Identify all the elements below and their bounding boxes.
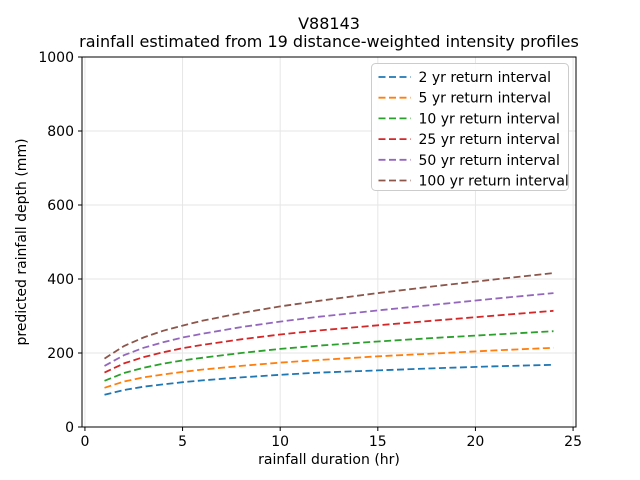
y-tick-label: 1000: [38, 50, 74, 66]
legend: 2 yr return interval 5 yr return interval…: [371, 63, 569, 191]
series-layer: [104, 272, 554, 396]
x-tick-label: 15: [369, 434, 387, 450]
series-line-25yr: [104, 309, 554, 374]
y-tick-label: 800: [47, 124, 74, 140]
series-line-10yr: [104, 330, 554, 382]
series-line-2yr: [104, 363, 554, 396]
x-tick-label: 20: [467, 434, 485, 450]
axes-spines: [81, 56, 577, 428]
x-axis-label: rainfall duration (hr): [258, 452, 400, 468]
chart-title-line1: V88143: [298, 14, 360, 33]
tick-layer: 0 5 10 15 20 25 0 200 400 600 800 1000: [38, 50, 582, 450]
x-tick-label: 10: [271, 434, 289, 450]
y-axis-label: predicted rainfall depth (mm): [14, 138, 30, 345]
x-tick-label: 0: [80, 434, 89, 450]
axes-layer: [81, 56, 577, 428]
y-tick-label: 200: [47, 346, 74, 362]
y-tick-label: 400: [47, 272, 74, 288]
legend-entry-label: 50 yr return interval: [419, 153, 560, 169]
legend-box: [371, 63, 569, 191]
y-tick-label: 0: [65, 420, 74, 436]
legend-entry-label: 10 yr return interval: [419, 111, 560, 127]
series-line-100yr: [104, 272, 554, 360]
series-line-5yr: [104, 346, 554, 389]
series-line-50yr: [104, 292, 554, 367]
x-tick-label: 5: [178, 434, 187, 450]
chart-title-line2: rainfall estimated from 19 distance-weig…: [79, 32, 579, 51]
x-tick-label: 25: [564, 434, 582, 450]
legend-entry-label: 2 yr return interval: [419, 70, 551, 86]
legend-entry-label: 100 yr return interval: [419, 174, 569, 190]
y-tick-label: 600: [47, 198, 74, 214]
legend-entry-label: 5 yr return interval: [419, 91, 551, 107]
legend-entry-label: 25 yr return interval: [419, 132, 560, 148]
